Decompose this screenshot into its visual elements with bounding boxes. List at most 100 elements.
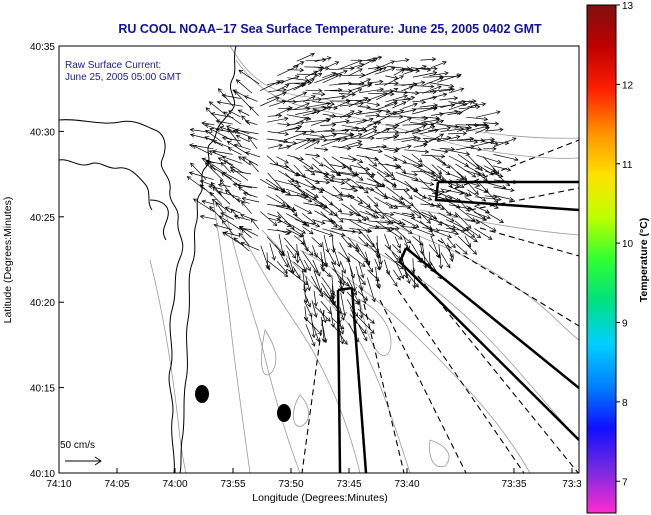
coastline <box>59 46 237 473</box>
current-vector <box>303 165 316 176</box>
current-vector <box>233 237 250 252</box>
current-vector <box>376 101 398 110</box>
current-vector <box>237 109 250 116</box>
current-vector <box>321 61 340 70</box>
current-vector <box>465 124 490 132</box>
current-vector <box>376 88 399 101</box>
current-vector <box>422 76 444 86</box>
current-vector <box>437 134 461 142</box>
current-vector <box>322 228 346 237</box>
x-tick-label: 73:45 <box>336 479 361 490</box>
current-vector <box>301 213 317 225</box>
annotation-line-2: June 25, 2005 05:00 GMT <box>65 72 181 83</box>
current-vector <box>222 231 243 246</box>
current-vector <box>421 115 440 121</box>
current-vector <box>227 128 243 148</box>
current-vector <box>483 146 497 152</box>
current-vector <box>267 143 284 149</box>
current-vector <box>356 117 374 125</box>
current-vector <box>384 154 398 162</box>
current-vector <box>422 85 442 94</box>
current-vector <box>219 126 240 135</box>
current-vector <box>311 300 318 318</box>
current-vector <box>221 135 241 142</box>
current-vector <box>428 82 455 89</box>
current-vector <box>448 87 465 94</box>
current-vector <box>419 128 439 135</box>
current-vector <box>285 244 297 259</box>
current-vector <box>305 153 321 158</box>
current-vector <box>467 189 487 202</box>
current-vector <box>314 210 334 222</box>
current-vector <box>446 211 459 218</box>
current-vector <box>286 126 301 131</box>
current-vector <box>296 52 315 62</box>
current-vector <box>395 163 407 174</box>
current-vector <box>293 78 315 91</box>
current-vector <box>188 171 214 180</box>
current-vector <box>218 215 241 230</box>
current-vector <box>466 212 488 222</box>
colorbar-tick-label: 10 <box>622 239 634 250</box>
current-vector <box>413 142 428 148</box>
current-vector <box>420 57 437 62</box>
current-vector <box>303 95 316 103</box>
current-vector <box>341 187 359 193</box>
current-vector <box>347 110 363 116</box>
current-vector <box>296 194 313 203</box>
current-vector <box>293 102 310 110</box>
current-vector <box>295 97 323 102</box>
y-tick-label: 40:10 <box>30 469 55 480</box>
current-vector <box>323 178 346 185</box>
current-vector <box>473 139 495 147</box>
current-vector <box>447 131 468 136</box>
current-vector <box>240 241 260 251</box>
current-vector <box>485 211 504 223</box>
current-vector <box>233 143 251 151</box>
current-vector <box>411 258 416 274</box>
current-vector <box>286 137 311 148</box>
current-vector <box>212 149 233 155</box>
current-vector <box>274 244 285 257</box>
current-vector <box>220 161 232 174</box>
current-vector <box>328 252 336 266</box>
current-vector <box>250 218 260 230</box>
current-vector <box>392 101 407 109</box>
current-vector <box>266 91 287 101</box>
current-vector <box>210 181 222 197</box>
current-vector <box>260 211 278 227</box>
current-vector <box>314 56 332 62</box>
current-vector <box>377 114 404 120</box>
current-vector <box>340 132 363 142</box>
current-vector <box>311 322 320 343</box>
current-vector <box>374 60 395 71</box>
current-vector <box>358 324 368 342</box>
current-vector <box>466 116 489 122</box>
current-vector <box>232 182 252 189</box>
current-vector <box>232 129 258 141</box>
current-vector <box>447 237 456 249</box>
y-tick-label: 40:35 <box>30 42 55 53</box>
current-vector <box>476 154 502 164</box>
current-vector <box>439 87 456 92</box>
current-vector <box>304 178 324 194</box>
current-vector <box>386 269 398 287</box>
current-vector <box>438 229 460 236</box>
current-vector <box>292 266 301 279</box>
current-vector <box>284 220 306 234</box>
current-vector <box>366 178 386 187</box>
current-vector <box>446 149 471 156</box>
current-vector <box>356 109 383 115</box>
current-vector <box>392 187 411 193</box>
current-vector <box>492 194 514 202</box>
x-tick-label: 74:00 <box>162 479 187 490</box>
current-vector <box>304 293 312 308</box>
current-vector <box>385 163 400 170</box>
current-vector <box>464 219 481 225</box>
current-vector <box>305 221 321 228</box>
colorbar-ticks: 13 12 11 10 9 8 7 <box>616 1 634 488</box>
current-vector <box>438 244 444 270</box>
current-vector <box>454 211 472 229</box>
current-vector <box>221 172 241 187</box>
current-vector <box>431 112 444 117</box>
